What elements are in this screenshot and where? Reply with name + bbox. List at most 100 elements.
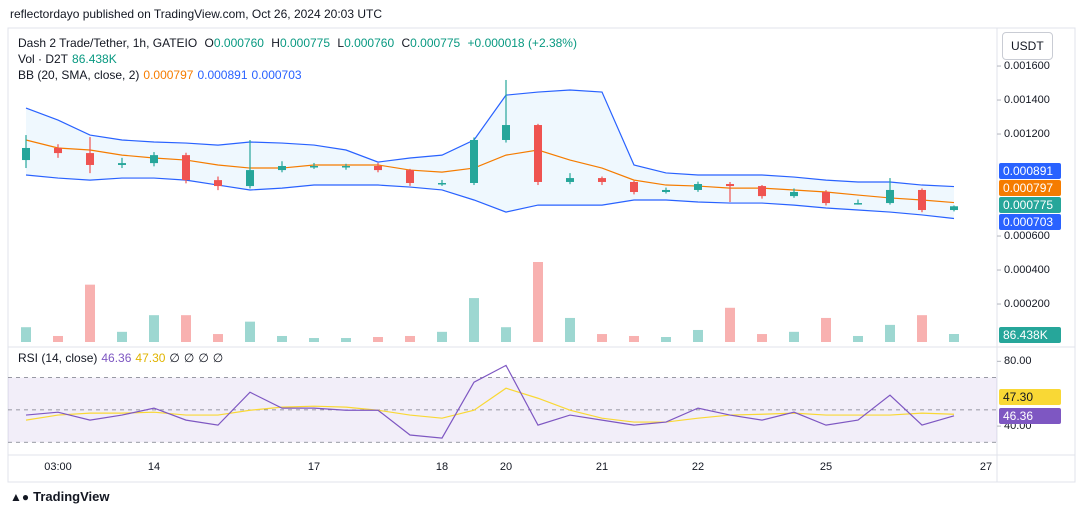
- x-tick-label: 27: [980, 461, 992, 473]
- x-tick-label: 18: [436, 461, 448, 473]
- x-tick-label: 22: [692, 461, 704, 473]
- vol-label: Vol · D2T: [18, 52, 69, 66]
- y-tick-label: 0.001200: [1004, 128, 1050, 140]
- candle-body: [598, 178, 606, 182]
- x-tick-label: 20: [500, 461, 512, 473]
- rsi-label: RSI (14, close): [18, 351, 98, 365]
- rsi-extra: ∅: [183, 351, 195, 365]
- candle-body: [502, 125, 510, 140]
- vol-value: 86.438K: [72, 52, 117, 66]
- o-value: 0.000760: [213, 36, 264, 50]
- volume-bar: [181, 315, 191, 342]
- rsi-extra: ∅: [198, 351, 209, 365]
- rsi-line: [25, 364, 955, 439]
- y-tick-label: 0.001600: [1004, 60, 1050, 72]
- candle-body: [278, 165, 286, 171]
- rsi-extra: ∅: [212, 351, 224, 365]
- candle-body: [854, 203, 862, 205]
- volume-bar: [469, 298, 479, 342]
- volume-bar: [693, 329, 703, 342]
- volume-bar: [821, 317, 831, 342]
- frame: [7, 27, 1076, 483]
- rsi-ma-badge: 47.30: [999, 389, 1061, 405]
- bb-mid-badge: 0.000797: [999, 180, 1061, 196]
- c-value: 0.000775: [410, 36, 461, 50]
- volume-bar: [437, 331, 447, 342]
- volume-bar: [53, 335, 63, 342]
- bb-lower-badge: 0.000703: [999, 214, 1061, 230]
- volume-bar: [885, 324, 895, 342]
- x-tick-label: 21: [596, 461, 608, 473]
- y-tick-label: 0.000400: [1004, 264, 1050, 276]
- rsi-badge: 46.36: [999, 408, 1061, 424]
- rsi-ma-line: [25, 387, 955, 423]
- volume-bar: [277, 335, 287, 342]
- bb-upper: 0.000891: [197, 68, 248, 82]
- volume-bar: [117, 331, 127, 342]
- x-tick-label: 03:00: [44, 461, 72, 473]
- volume-bar: [725, 307, 735, 342]
- candle-body: [150, 155, 158, 164]
- bb-lower: 0.000703: [251, 68, 302, 82]
- candle-body: [534, 125, 542, 182]
- volume-bar: [405, 335, 415, 342]
- candle-body: [86, 153, 94, 165]
- volume-bar: [597, 334, 607, 342]
- candle-body: [470, 139, 478, 183]
- candle-body: [886, 189, 894, 204]
- candle-body: [374, 165, 382, 171]
- candle-body: [694, 184, 702, 190]
- bb-upper-badge: 0.000891: [999, 163, 1061, 179]
- candle-body: [310, 165, 318, 168]
- bb-middle: [25, 139, 955, 204]
- volume-bar: [85, 284, 95, 342]
- volume-badge: 86.438K: [999, 327, 1061, 343]
- h-label: H: [271, 36, 280, 50]
- currency-button[interactable]: USDT: [1002, 32, 1053, 60]
- volume-bar: [21, 327, 31, 342]
- o-label: O: [204, 36, 214, 50]
- candle-body: [662, 189, 670, 193]
- bb-lower: [25, 174, 955, 220]
- close-badge: 0.000775: [999, 197, 1061, 213]
- y-tick-label: 0.001400: [1004, 94, 1050, 106]
- bb-fill: [26, 90, 954, 219]
- rsi-extra: ∅: [169, 351, 180, 365]
- brand-logo[interactable]: ▲● TradingView: [10, 489, 110, 504]
- l-label: L: [337, 36, 345, 50]
- candle-body: [566, 178, 574, 182]
- x-tick-label: 14: [148, 461, 160, 473]
- bb-upper: [25, 89, 955, 188]
- volume-bar: [149, 315, 159, 342]
- x-tick-label: 17: [308, 461, 320, 473]
- volume-bar: [213, 334, 223, 342]
- candle-body: [726, 184, 734, 187]
- legend-volume: Vol · D2T 86.438K: [18, 52, 121, 66]
- candle-body: [758, 186, 766, 197]
- brand: TradingView: [33, 489, 110, 504]
- rsi-ma-value: 47.30: [135, 351, 166, 365]
- candle-body: [214, 180, 222, 187]
- candle-body: [22, 147, 30, 161]
- volume-bar: [309, 338, 319, 342]
- volume-bar: [853, 335, 863, 342]
- candle-body: [342, 165, 350, 168]
- volume-bar: [341, 338, 351, 342]
- candle-body: [246, 170, 254, 187]
- h-value: 0.000775: [279, 36, 331, 50]
- volume-bar: [789, 331, 799, 342]
- candle-body: [54, 147, 62, 154]
- symbol: Dash 2 Trade/Tether, 1h, GATEIO: [18, 36, 198, 50]
- candle-body: [822, 192, 830, 204]
- x-tick-label: 25: [820, 461, 832, 473]
- volume-bar: [245, 321, 255, 342]
- rsi-value: 46.36: [101, 351, 132, 365]
- y-tick-label: 0.000600: [1004, 230, 1050, 242]
- candle-body: [630, 181, 638, 193]
- candle-body: [118, 163, 126, 165]
- c-label: C: [401, 36, 411, 50]
- volume-bar: [373, 337, 383, 342]
- change: +0.000018 (+2.38%): [467, 36, 577, 50]
